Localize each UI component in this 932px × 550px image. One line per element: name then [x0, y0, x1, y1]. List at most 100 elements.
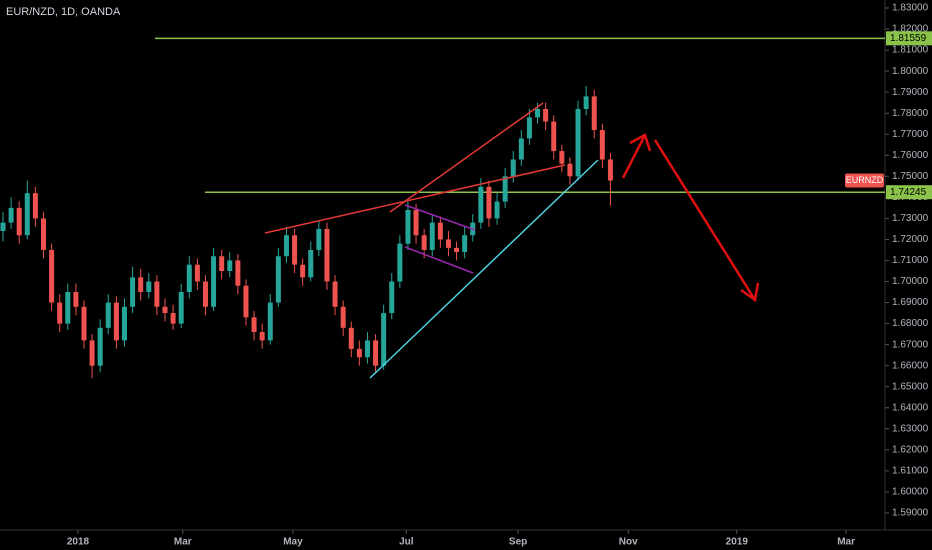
candle-body [16, 207, 22, 236]
candle-body [300, 264, 306, 278]
x-tick-label: Mar [837, 537, 855, 548]
x-tick-label: May [283, 537, 303, 548]
candle-body [494, 201, 500, 219]
candle-body [259, 332, 265, 341]
candle-body [81, 306, 87, 341]
y-tick-label: 1.66000 [892, 360, 929, 371]
candle-body [267, 302, 273, 341]
candle-body [227, 260, 233, 271]
y-tick-label: 1.61000 [892, 466, 929, 477]
candle-body [462, 235, 468, 253]
y-tick-label: 1.68000 [892, 318, 929, 329]
candle-body [454, 247, 460, 253]
symbol-label: EURNZD [846, 175, 884, 185]
level-label-box [886, 185, 932, 200]
candle-body [65, 292, 71, 324]
candle-body [551, 121, 557, 152]
candle-body [154, 281, 160, 307]
candle-body [73, 292, 79, 307]
arrow [621, 134, 647, 179]
candle-body [510, 159, 516, 177]
candle-body [186, 264, 192, 293]
candle-body [283, 235, 289, 257]
candle-body [219, 256, 225, 271]
candle-body [324, 228, 330, 282]
y-tick-label: 1.72000 [892, 234, 929, 245]
candle-body [97, 327, 103, 366]
candle-body [591, 96, 597, 131]
trend-line [264, 164, 566, 234]
candle-body [543, 108, 549, 122]
candle-body [40, 218, 46, 250]
candle-body [332, 281, 338, 307]
candle-body [518, 138, 524, 160]
candle-body [8, 207, 14, 223]
x-tick-label: 2019 [726, 537, 749, 548]
x-tick-label: 2018 [67, 537, 90, 548]
x-tick-label: Nov [619, 537, 638, 548]
candle-body [275, 256, 281, 303]
candle-body [121, 306, 127, 341]
y-tick-label: 1.62000 [892, 444, 929, 455]
candle-body [113, 302, 119, 341]
y-tick-label: 1.67000 [892, 339, 929, 350]
candle-body [89, 340, 95, 366]
arrow [653, 139, 757, 301]
level-label: 1.81559 [890, 33, 927, 44]
symbol-label-box [845, 173, 884, 188]
candle-body [130, 277, 136, 307]
candle-body [575, 108, 581, 177]
y-tick-label: 1.76000 [892, 150, 929, 161]
candle-body [364, 340, 370, 358]
y-tick-label: 1.77000 [892, 129, 929, 140]
candle-body [348, 327, 354, 349]
arrow-head [629, 133, 652, 152]
candle-body [146, 281, 152, 293]
x-tick-label: Sep [509, 537, 527, 548]
channel-line [404, 246, 474, 274]
candle-body [49, 249, 55, 303]
candle-body [421, 235, 427, 250]
level-label-box [886, 31, 932, 46]
candle-body [445, 239, 451, 248]
x-tick-label: Mar [174, 537, 192, 548]
candle-body [502, 176, 508, 202]
y-tick-label: 1.70000 [892, 276, 929, 287]
candle-body [599, 130, 605, 160]
candle-body [535, 108, 541, 118]
y-tick-label: 1.75000 [892, 171, 929, 182]
candle-body [211, 256, 217, 307]
y-tick-label: 1.60000 [892, 487, 929, 498]
candle-body [0, 222, 6, 232]
y-tick-label: 1.83000 [892, 3, 929, 14]
candle-body [437, 222, 443, 240]
candle-body [57, 302, 63, 324]
candle-body [202, 281, 208, 307]
channel-line [404, 204, 476, 231]
y-tick-label: 1.71000 [892, 255, 929, 266]
candle-body [478, 186, 484, 223]
candle-body [316, 228, 322, 250]
candle-body [308, 249, 314, 278]
y-tick-label: 1.63000 [892, 423, 929, 434]
level-label: 1.74245 [890, 187, 927, 198]
candle-body [32, 193, 38, 219]
candle-body [373, 340, 379, 366]
candle-body [567, 163, 573, 177]
candle-body [607, 159, 613, 181]
candle-body [340, 306, 346, 328]
candle-body [138, 277, 144, 293]
y-tick-label: 1.69000 [892, 297, 929, 308]
candle-body [413, 209, 419, 236]
y-tick-label: 1.80000 [892, 66, 929, 77]
candle-body [389, 281, 395, 314]
candle-body [235, 260, 241, 286]
y-tick-label: 1.81000 [892, 45, 929, 56]
drawings [264, 102, 760, 379]
candle-body [381, 313, 387, 366]
y-tick-label: 1.82000 [892, 24, 929, 35]
candle-body [251, 317, 257, 333]
candle-body [486, 186, 492, 219]
